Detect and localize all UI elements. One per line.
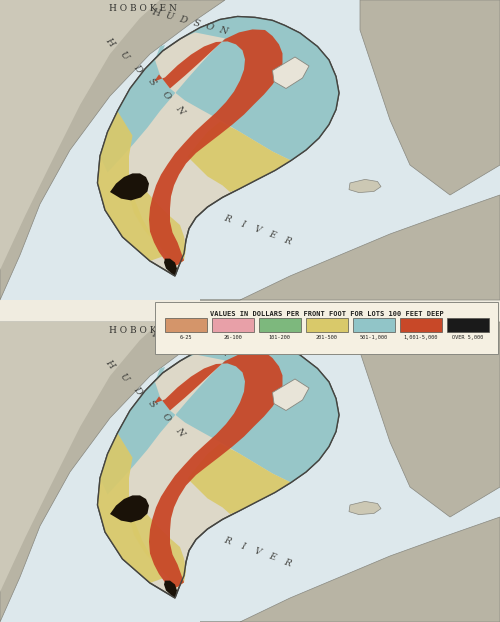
Polygon shape	[110, 174, 149, 200]
Bar	[352, 318, 395, 332]
Text: 1,001-5,000: 1,001-5,000	[404, 335, 438, 340]
Text: N: N	[174, 103, 186, 116]
Text: R: R	[283, 235, 292, 246]
Polygon shape	[98, 433, 162, 583]
Text: H O B O K E N: H O B O K E N	[108, 325, 176, 335]
Bar	[258, 318, 300, 332]
Polygon shape	[0, 0, 500, 300]
Text: OVER 5,000: OVER 5,000	[452, 335, 483, 340]
Text: U: U	[118, 371, 130, 384]
Text: S: S	[146, 399, 158, 410]
Text: H  U  D  S  O  N: H U D S O N	[150, 7, 230, 36]
Text: O: O	[160, 412, 172, 424]
Polygon shape	[129, 174, 186, 266]
Text: I: I	[240, 542, 246, 551]
Bar	[212, 318, 254, 332]
Text: VALUES IN DOLLARS PER FRONT FOOT FOR LOTS 100 FEET DEEP: VALUES IN DOLLARS PER FRONT FOOT FOR LOT…	[210, 311, 444, 317]
Polygon shape	[360, 322, 500, 517]
Polygon shape	[98, 17, 339, 276]
Polygon shape	[272, 379, 309, 411]
Text: 201-500: 201-500	[316, 335, 338, 340]
Text: O: O	[160, 90, 172, 102]
Text: H: H	[104, 358, 116, 370]
Text: E: E	[268, 552, 277, 562]
Polygon shape	[200, 195, 500, 300]
Text: D: D	[132, 385, 144, 397]
Polygon shape	[149, 351, 282, 589]
Polygon shape	[0, 322, 500, 622]
Text: D: D	[132, 63, 144, 75]
Bar	[155, 302, 498, 354]
Polygon shape	[164, 259, 177, 276]
Polygon shape	[98, 111, 162, 261]
Text: S: S	[146, 77, 158, 88]
Text: 101-200: 101-200	[268, 335, 290, 340]
Text: N: N	[174, 425, 186, 438]
Polygon shape	[98, 338, 339, 598]
Polygon shape	[0, 322, 160, 592]
Polygon shape	[149, 29, 282, 267]
Polygon shape	[272, 57, 309, 88]
Polygon shape	[188, 443, 291, 514]
Bar	[0, 0, 500, 300]
Bar	[306, 318, 348, 332]
Text: H  U  D  S  O  N: H U D S O N	[150, 329, 230, 358]
Polygon shape	[349, 179, 381, 193]
Text: R: R	[223, 213, 232, 225]
Bar	[400, 318, 442, 332]
Polygon shape	[164, 580, 177, 598]
Text: R: R	[283, 557, 292, 568]
Bar	[0, 322, 500, 622]
Polygon shape	[100, 17, 339, 172]
Polygon shape	[110, 495, 149, 522]
Polygon shape	[360, 0, 500, 195]
Bar	[446, 318, 488, 332]
Text: U: U	[118, 50, 130, 62]
Polygon shape	[200, 517, 500, 622]
Text: I: I	[240, 220, 246, 230]
Bar	[164, 318, 206, 332]
Text: V: V	[253, 547, 262, 557]
Text: V: V	[253, 225, 262, 235]
Polygon shape	[129, 496, 186, 588]
Polygon shape	[188, 121, 291, 192]
Polygon shape	[0, 0, 225, 300]
Text: R: R	[223, 536, 232, 546]
Polygon shape	[0, 0, 160, 270]
Text: H: H	[104, 36, 116, 48]
Polygon shape	[0, 322, 225, 622]
Polygon shape	[100, 338, 339, 494]
Text: 501-1,000: 501-1,000	[360, 335, 388, 340]
Text: 6-25: 6-25	[179, 335, 192, 340]
Text: H O B O K E N: H O B O K E N	[108, 4, 176, 12]
Polygon shape	[349, 501, 381, 514]
Text: E: E	[268, 230, 277, 241]
Text: 26-100: 26-100	[223, 335, 242, 340]
